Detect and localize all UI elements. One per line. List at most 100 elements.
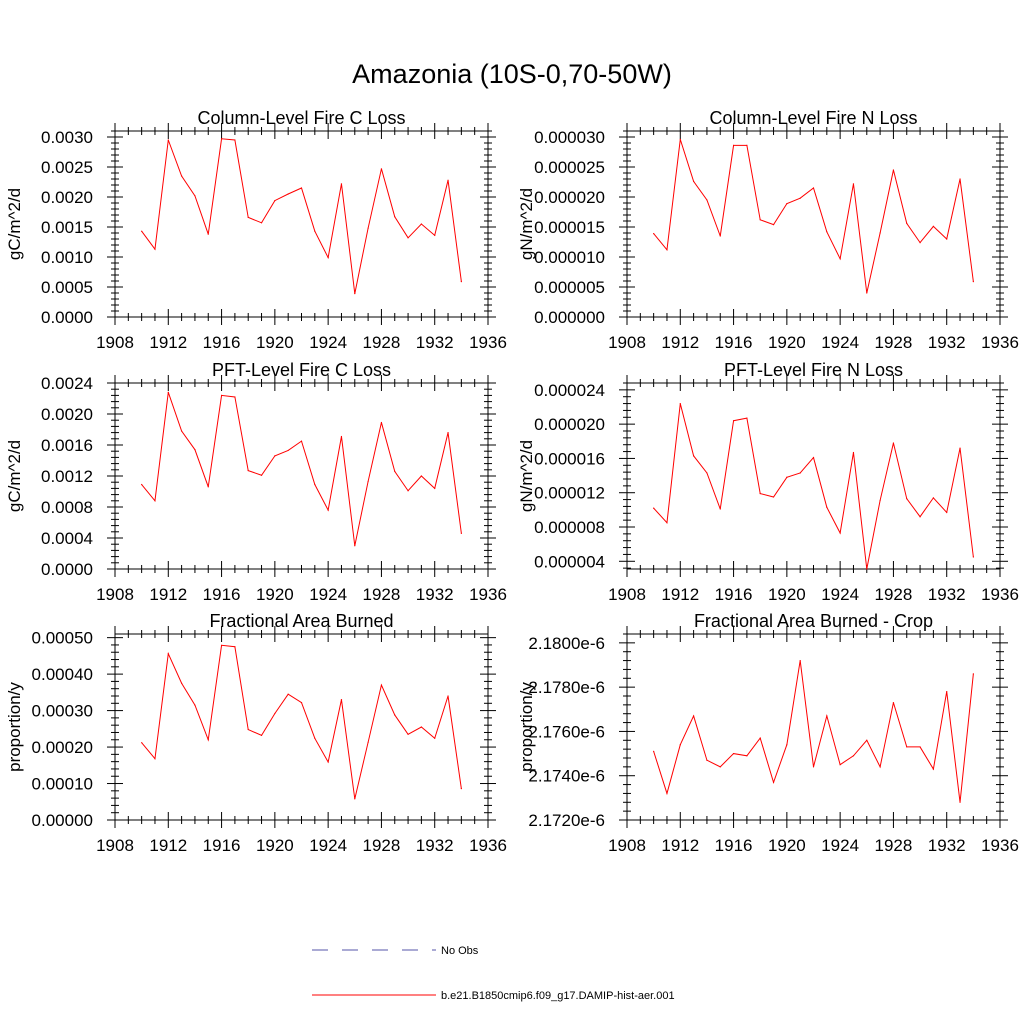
y-tick-label: 0.000020 [534, 415, 605, 434]
data-point [234, 646, 236, 648]
data-point [799, 472, 801, 474]
x-tick-label: 1932 [416, 333, 454, 352]
x-tick-label: 1908 [96, 836, 134, 855]
y-tick-label: 0.000012 [534, 484, 605, 503]
data-point [679, 138, 681, 140]
x-tick-label: 1924 [821, 836, 859, 855]
data-point [141, 483, 143, 486]
data-point [706, 759, 708, 761]
y-tick-label: 0.0000 [41, 308, 93, 327]
data-point [207, 233, 209, 235]
data-point [407, 490, 409, 492]
data-point [719, 766, 721, 768]
data-point [812, 766, 815, 768]
chart-panel-1: Column-Level Fire C Loss gC/m^2/d 1908 1912… [5, 108, 507, 352]
data-point [666, 249, 668, 251]
series-line [653, 403, 974, 570]
data-point [852, 451, 855, 454]
data-point [447, 179, 449, 181]
y-tick-label: 2.1740e-6 [528, 767, 605, 786]
data-point [181, 682, 183, 684]
data-point [460, 281, 462, 283]
x-tick-label: 1924 [309, 333, 347, 352]
y-tick-label: 0.0016 [41, 436, 93, 455]
x-tick-label: 1908 [608, 585, 646, 604]
data-point [932, 497, 934, 499]
y-axis-label: gN/m^2/d [517, 440, 536, 512]
x-tick-label: 1936 [981, 585, 1019, 604]
y-tick-label: 0.00050 [32, 629, 93, 648]
data-point [919, 242, 921, 244]
data-point [786, 203, 788, 205]
data-point [300, 187, 303, 189]
data-point [274, 200, 276, 202]
data-point [234, 139, 236, 141]
data-point [367, 480, 369, 483]
data-point [653, 507, 655, 509]
x-tick-label: 1908 [608, 333, 646, 352]
x-tick-label: 1936 [469, 585, 507, 604]
data-point [759, 737, 761, 739]
data-point [706, 199, 708, 201]
y-tick-label: 0.00030 [32, 702, 93, 721]
data-point [812, 456, 815, 459]
y-tick-label: 0.0005 [41, 278, 93, 297]
x-tick-label: 1908 [96, 585, 134, 604]
chart-panel-4: PFT-Level Fire N Loss gN/m^2/d 1908 1912 191… [517, 360, 1019, 604]
data-point [959, 801, 961, 803]
data-point [407, 237, 409, 239]
data-point [919, 516, 921, 518]
data-point [919, 746, 921, 748]
data-point [287, 693, 289, 695]
plot-frame [114, 382, 489, 570]
data-point [959, 178, 961, 180]
data-point [972, 281, 974, 283]
panel-title: PFT-Level Fire N Loss [724, 360, 903, 380]
y-tick-label: 0.0015 [41, 218, 93, 237]
data-point [972, 673, 974, 675]
data-point [194, 449, 196, 451]
data-point [932, 768, 934, 770]
data-point [693, 715, 695, 717]
x-tick-label: 1936 [981, 836, 1019, 855]
panel-title: Fractional Area Burned - Crop [694, 611, 933, 631]
data-point [653, 233, 655, 235]
data-point [300, 701, 303, 704]
x-tick-label: 1912 [661, 585, 699, 604]
y-tick-label: 0.0020 [41, 405, 93, 424]
data-point [719, 235, 721, 237]
x-tick-label: 1920 [256, 836, 294, 855]
data-point [340, 435, 343, 438]
chart-panels: Column-Level Fire C Loss gC/m^2/d 1908 1912… [5, 108, 1019, 855]
y-tick-label: 0.000008 [534, 518, 605, 537]
data-point [866, 568, 868, 570]
data-point [287, 449, 289, 452]
legend-label: No Obs [441, 945, 479, 957]
y-axis-label: gN/m^2/d [517, 188, 536, 260]
x-tick-label: 1912 [661, 333, 699, 352]
data-point [220, 394, 223, 396]
x-tick-label: 1932 [928, 333, 966, 352]
x-tick-label: 1920 [768, 333, 806, 352]
legend-label: b.e21.B1850cmip6.f09_g17.DAMIP-hist-aer.… [441, 990, 675, 1002]
y-axis-label: proportion/y [5, 682, 24, 772]
plot-frame [114, 633, 489, 821]
chart-panel-3: PFT-Level Fire C Loss gC/m^2/d 1908 1912 191… [5, 360, 507, 604]
data-point [141, 742, 143, 744]
data-point [167, 139, 169, 141]
x-tick-label: 1916 [203, 585, 241, 604]
data-point [247, 469, 249, 472]
y-tick-label: 0.0020 [41, 188, 93, 207]
data-point [314, 737, 316, 739]
data-point [812, 187, 815, 189]
data-point [260, 734, 263, 736]
data-point [826, 506, 828, 508]
data-point [879, 232, 881, 234]
data-point [354, 293, 356, 295]
y-tick-label: 0.0012 [41, 467, 93, 486]
data-point [327, 509, 329, 511]
data-point [972, 556, 974, 558]
plot-frame [114, 130, 489, 318]
data-point [394, 216, 396, 218]
data-point [839, 532, 841, 534]
